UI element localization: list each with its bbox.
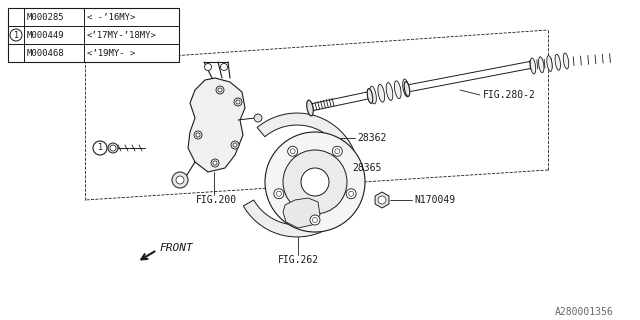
Circle shape	[335, 149, 340, 154]
Text: 1: 1	[97, 143, 102, 153]
Text: FIG.262: FIG.262	[278, 255, 319, 265]
Circle shape	[172, 172, 188, 188]
Circle shape	[216, 86, 224, 94]
Text: 1: 1	[13, 30, 19, 39]
Text: FIG.280-2: FIG.280-2	[483, 90, 536, 100]
Circle shape	[233, 143, 237, 147]
Circle shape	[108, 143, 118, 153]
Circle shape	[236, 100, 240, 104]
Ellipse shape	[403, 79, 410, 97]
Polygon shape	[188, 78, 245, 172]
Text: <’17MY-’18MY>: <’17MY-’18MY>	[87, 30, 157, 39]
Text: M000468: M000468	[27, 49, 65, 58]
Circle shape	[265, 132, 365, 232]
Circle shape	[312, 218, 317, 222]
Circle shape	[310, 215, 320, 225]
Circle shape	[221, 63, 227, 70]
Text: < -’16MY>: < -’16MY>	[87, 12, 136, 21]
Circle shape	[234, 98, 242, 106]
Circle shape	[218, 88, 222, 92]
Circle shape	[378, 196, 386, 204]
Circle shape	[93, 141, 107, 155]
Ellipse shape	[555, 54, 561, 70]
Text: FRONT: FRONT	[159, 243, 193, 253]
Circle shape	[274, 189, 284, 199]
Circle shape	[211, 159, 219, 167]
Text: M000449: M000449	[27, 30, 65, 39]
Circle shape	[213, 161, 217, 165]
Circle shape	[332, 146, 342, 156]
Ellipse shape	[394, 81, 401, 99]
Circle shape	[290, 149, 295, 154]
Ellipse shape	[370, 86, 376, 104]
Circle shape	[110, 145, 116, 151]
Circle shape	[283, 150, 347, 214]
Polygon shape	[243, 113, 359, 237]
Circle shape	[254, 114, 262, 122]
Circle shape	[205, 63, 211, 70]
Circle shape	[346, 189, 356, 199]
Text: N170049: N170049	[414, 195, 455, 205]
Circle shape	[194, 131, 202, 139]
Circle shape	[196, 133, 200, 137]
Ellipse shape	[563, 53, 569, 69]
Circle shape	[276, 191, 282, 196]
Ellipse shape	[547, 56, 552, 71]
Bar	[8, 8, 179, 62]
Ellipse shape	[307, 100, 313, 116]
Circle shape	[287, 146, 298, 156]
Text: A280001356: A280001356	[555, 307, 614, 317]
Ellipse shape	[531, 58, 536, 74]
Circle shape	[349, 191, 354, 196]
Ellipse shape	[538, 57, 544, 73]
Text: FIG.200: FIG.200	[196, 195, 237, 205]
Ellipse shape	[378, 84, 385, 102]
Circle shape	[176, 176, 184, 184]
Circle shape	[10, 29, 22, 41]
Text: 28362: 28362	[357, 133, 387, 143]
Text: <’19MY- >: <’19MY- >	[87, 49, 136, 58]
Circle shape	[301, 168, 329, 196]
Text: M000285: M000285	[27, 12, 65, 21]
Text: 28365: 28365	[352, 163, 381, 173]
Polygon shape	[283, 198, 320, 228]
Ellipse shape	[367, 89, 372, 103]
Circle shape	[231, 141, 239, 149]
Ellipse shape	[404, 82, 410, 96]
Ellipse shape	[386, 83, 393, 100]
